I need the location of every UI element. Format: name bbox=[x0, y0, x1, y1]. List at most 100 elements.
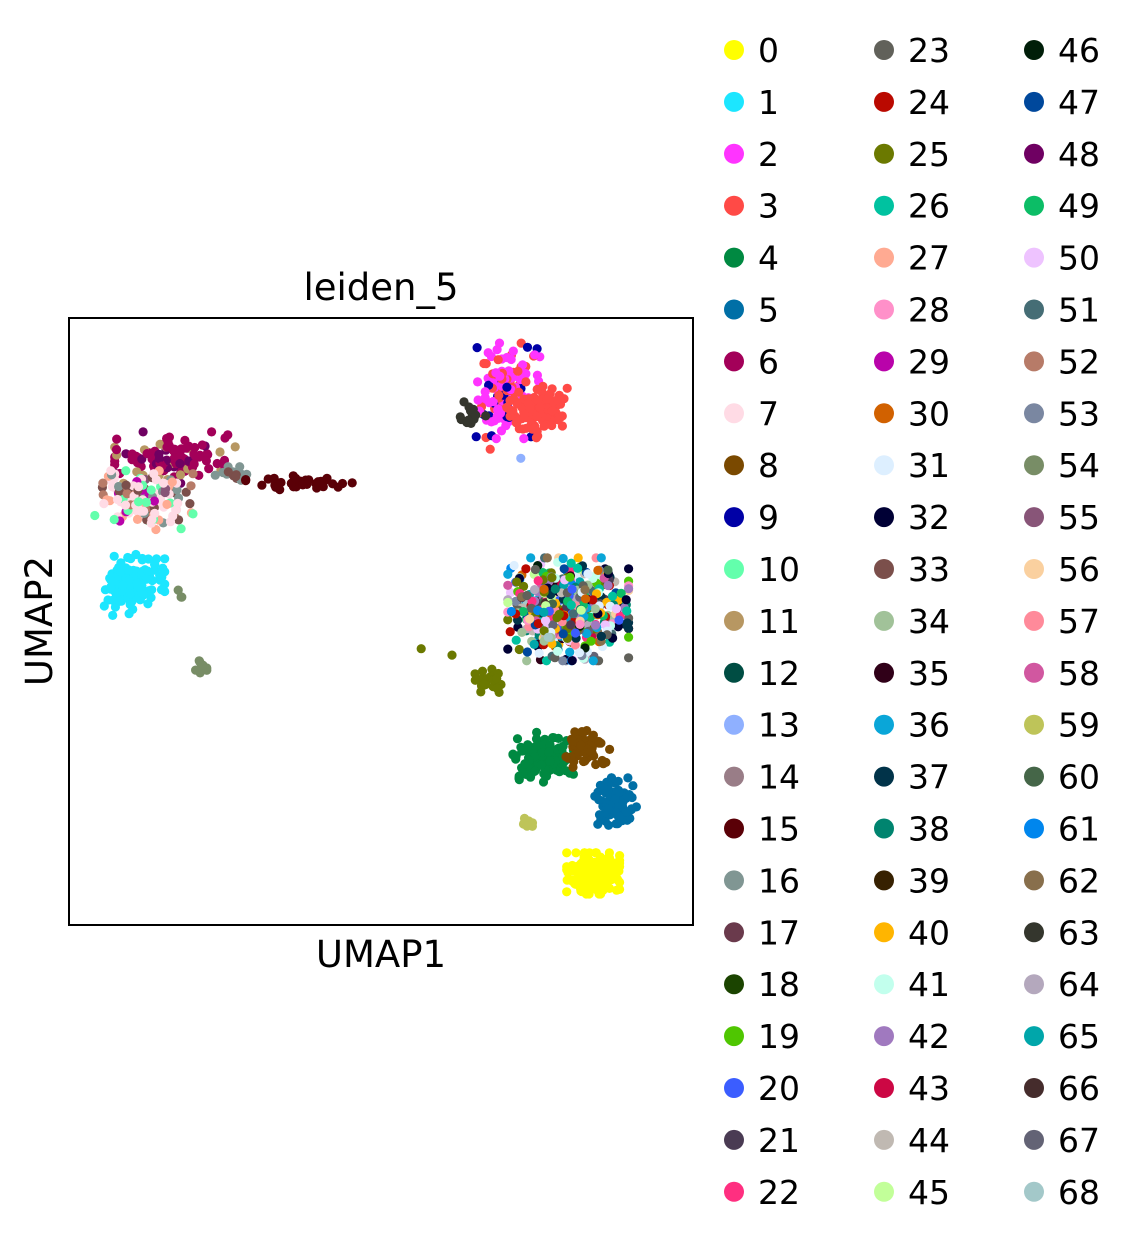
legend-label-25: 25 bbox=[908, 135, 950, 174]
data-point-cluster-15 bbox=[263, 474, 273, 484]
legend-item-13: 13 bbox=[724, 706, 800, 745]
legend-label-44: 44 bbox=[908, 1121, 950, 1160]
legend-label-22: 22 bbox=[758, 1173, 800, 1212]
legend-label-40: 40 bbox=[908, 913, 950, 952]
legend-marker-63 bbox=[1024, 922, 1044, 943]
legend-label-5: 5 bbox=[758, 291, 779, 330]
data-point-cluster-3 bbox=[547, 384, 557, 394]
data-point-cluster-9 bbox=[522, 342, 533, 352]
data-point-cluster-47 bbox=[559, 564, 569, 574]
data-point-cluster-7 bbox=[150, 508, 160, 518]
data-point-cluster-68 bbox=[543, 632, 553, 642]
data-point-cluster-26 bbox=[573, 563, 583, 573]
legend-item-66: 66 bbox=[1024, 1069, 1100, 1108]
data-point-cluster-0 bbox=[613, 875, 623, 885]
legend-item-53: 53 bbox=[1024, 394, 1100, 433]
data-point-cluster-25 bbox=[470, 669, 480, 679]
data-point-cluster-0 bbox=[562, 865, 572, 875]
data-point-cluster-1 bbox=[158, 563, 168, 573]
data-point-cluster-26 bbox=[607, 591, 618, 601]
legend-label-55: 55 bbox=[1058, 498, 1100, 537]
data-point-cluster-0 bbox=[594, 889, 604, 899]
legend-item-3: 3 bbox=[724, 187, 779, 226]
legend-marker-64 bbox=[1024, 974, 1044, 995]
data-point-cluster-37 bbox=[622, 618, 633, 628]
data-point-cluster-60 bbox=[603, 565, 613, 575]
data-point-cluster-2 bbox=[508, 346, 518, 356]
data-point-cluster-8 bbox=[586, 746, 596, 757]
data-point-cluster-2 bbox=[502, 352, 512, 363]
data-point-cluster-6 bbox=[201, 456, 211, 466]
legend-marker-9 bbox=[724, 507, 744, 528]
legend-label-0: 0 bbox=[758, 31, 779, 70]
data-point-cluster-42 bbox=[590, 620, 601, 630]
data-point-cluster-1 bbox=[116, 558, 126, 568]
legend-marker-5 bbox=[724, 299, 744, 320]
legend-item-47: 47 bbox=[1024, 83, 1100, 122]
data-point-cluster-2 bbox=[491, 434, 501, 444]
data-point-cluster-0 bbox=[603, 857, 614, 868]
data-point-cluster-32 bbox=[621, 595, 631, 605]
data-point-cluster-3 bbox=[521, 423, 531, 433]
legend-label-38: 38 bbox=[908, 810, 950, 849]
legend-label-1: 1 bbox=[758, 83, 779, 122]
data-point-cluster-33 bbox=[121, 480, 131, 490]
data-point-cluster-15 bbox=[347, 478, 357, 488]
legend-label-16: 16 bbox=[758, 861, 800, 900]
data-point-cluster-37 bbox=[596, 631, 607, 642]
data-point-cluster-6 bbox=[212, 458, 222, 469]
data-point-cluster-2 bbox=[488, 396, 498, 407]
data-point-cluster-8 bbox=[576, 740, 586, 751]
legend-label-58: 58 bbox=[1058, 654, 1100, 693]
legend-marker-31 bbox=[874, 455, 894, 476]
data-point-cluster-29 bbox=[149, 496, 159, 506]
legend-label-34: 34 bbox=[908, 602, 950, 641]
legend-marker-16 bbox=[724, 870, 744, 891]
data-point-cluster-42 bbox=[624, 584, 634, 594]
data-point-cluster-8 bbox=[578, 756, 589, 767]
legend-label-47: 47 bbox=[1058, 83, 1100, 122]
data-point-cluster-30 bbox=[539, 584, 549, 594]
data-point-cluster-50 bbox=[505, 587, 516, 598]
data-point-cluster-25 bbox=[479, 679, 489, 690]
data-point-cluster-3 bbox=[512, 399, 522, 409]
data-point-cluster-15 bbox=[333, 482, 343, 492]
legend-marker-57 bbox=[1024, 610, 1044, 631]
legend-label-30: 30 bbox=[908, 394, 950, 433]
legend-label-21: 21 bbox=[758, 1121, 800, 1160]
data-point-cluster-5 bbox=[611, 819, 621, 829]
legend-item-56: 56 bbox=[1024, 550, 1100, 589]
legend-marker-41 bbox=[874, 974, 894, 995]
data-point-cluster-0 bbox=[580, 882, 590, 892]
data-point-cluster-42 bbox=[603, 580, 613, 591]
data-point-cluster-32 bbox=[624, 564, 634, 574]
legend-label-4: 4 bbox=[758, 239, 779, 278]
data-point-cluster-2 bbox=[495, 371, 505, 381]
legend-item-0: 0 bbox=[724, 31, 779, 70]
data-point-cluster-26 bbox=[622, 606, 632, 616]
data-point-cluster-6 bbox=[223, 430, 233, 440]
data-point-cluster-3 bbox=[547, 420, 557, 431]
data-point-cluster-5 bbox=[594, 810, 605, 820]
legend-label-8: 8 bbox=[758, 446, 779, 485]
data-point-cluster-3 bbox=[525, 403, 535, 413]
data-point-cluster-1 bbox=[143, 599, 153, 609]
legend-label-12: 12 bbox=[758, 654, 800, 693]
legend-item-51: 51 bbox=[1024, 291, 1100, 330]
data-point-cluster-1 bbox=[124, 565, 134, 575]
data-point-cluster-3 bbox=[539, 421, 549, 431]
legend-marker-40 bbox=[874, 922, 894, 943]
data-point-cluster-6 bbox=[111, 445, 122, 455]
data-point-cluster-6 bbox=[163, 437, 173, 447]
data-point-cluster-5 bbox=[623, 773, 633, 783]
data-point-cluster-36 bbox=[526, 553, 536, 563]
data-point-cluster-20 bbox=[567, 584, 577, 594]
legend-marker-26 bbox=[874, 195, 894, 216]
data-point-cluster-55 bbox=[160, 487, 170, 498]
data-point-cluster-0 bbox=[604, 871, 615, 881]
data-point-cluster-36 bbox=[503, 569, 513, 579]
legend-label-13: 13 bbox=[758, 706, 800, 745]
legend-marker-17 bbox=[724, 922, 744, 943]
legend-marker-47 bbox=[1024, 91, 1044, 112]
legend-marker-32 bbox=[874, 507, 894, 528]
